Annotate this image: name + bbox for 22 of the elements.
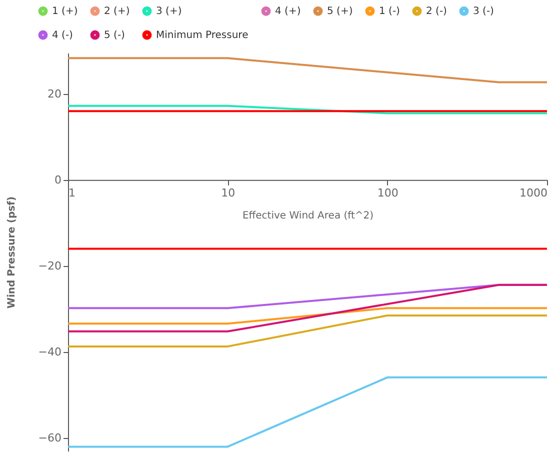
legend-label: 3 (+) (156, 6, 182, 18)
y-tick-label: −20 (38, 259, 62, 272)
legend-label: 3 (-) (473, 6, 494, 18)
x-tick-label: 1000 (520, 186, 548, 200)
x-tick-label: 10 (221, 186, 236, 200)
legend-label: 1 (-) (379, 6, 400, 18)
y-tick-label: 20 (48, 87, 62, 100)
legend-label: Minimum Pressure (156, 30, 248, 41)
x-axis-title: Effective Wind Area (ft^2) (242, 210, 374, 222)
legend-label: 5 (+) (327, 6, 353, 18)
legend-label: 2 (-) (426, 6, 448, 18)
y-tick-label: −40 (38, 346, 62, 359)
y-tick-label: −60 (38, 432, 62, 445)
x-tick-label: 100 (377, 186, 398, 200)
legend-label: 4 (-) (52, 30, 74, 41)
legend-label: 4 (+) (275, 6, 301, 18)
y-axis-title: Wind Pressure (psf) (6, 196, 18, 309)
legend-label: 2 (+) (104, 6, 130, 18)
y-tick-label: 0 (54, 173, 62, 186)
legend-label: 1 (+) (52, 6, 78, 18)
x-tick-label: 1 (68, 186, 76, 200)
legend-label: 5 (-) (104, 30, 126, 41)
